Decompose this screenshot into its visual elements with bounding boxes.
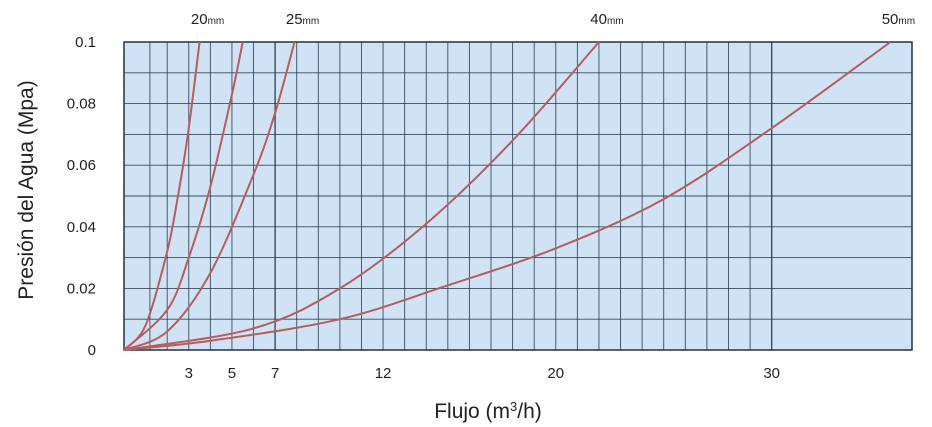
x-tick-label: 7 [271, 365, 279, 382]
x-axis-label: Flujo (m3/h) [434, 399, 542, 424]
series-label: 50mm [882, 11, 915, 28]
x-tick-label: 30 [763, 365, 780, 382]
series-labels: 20mm 25mm 40mm 50mm [191, 11, 915, 28]
y-tick-label: 0.1 [75, 34, 96, 51]
series-label: 20mm [191, 11, 224, 28]
y-tick-labels: 0 0.02 0.04 0.06 0.08 0.1 [67, 34, 96, 359]
y-tick-label: 0.04 [67, 219, 96, 236]
curve-40mm-3 [123, 41, 600, 351]
x-axis-label-end: /h) [517, 400, 542, 423]
curve-20mm-0 [123, 41, 201, 351]
curve-25mm-2 [123, 41, 296, 351]
x-axis-label-main: Flujo (m [434, 400, 510, 423]
x-tick-label: 3 [185, 365, 193, 382]
curve-unlabeled-1 [123, 41, 244, 351]
y-axis-label: Presión del Agua (Mpa) [15, 80, 38, 299]
y-tick-label: 0.08 [67, 96, 96, 113]
x-axis-label-sup: 3 [510, 399, 517, 414]
curves [123, 41, 891, 351]
y-tick-label: 0.06 [67, 157, 96, 174]
curve-50mm-4 [123, 41, 891, 351]
x-tick-label: 20 [547, 365, 564, 382]
x-tick-label: 12 [375, 365, 392, 382]
series-label: 25mm [286, 11, 319, 28]
x-tick-label: 5 [228, 365, 236, 382]
plot-border [123, 41, 913, 351]
y-tick-label: 0.02 [67, 280, 96, 297]
series-label: 40mm [590, 11, 623, 28]
x-tick-labels: 3 5 7 12 20 30 [185, 365, 780, 382]
y-tick-label: 0 [88, 342, 96, 359]
